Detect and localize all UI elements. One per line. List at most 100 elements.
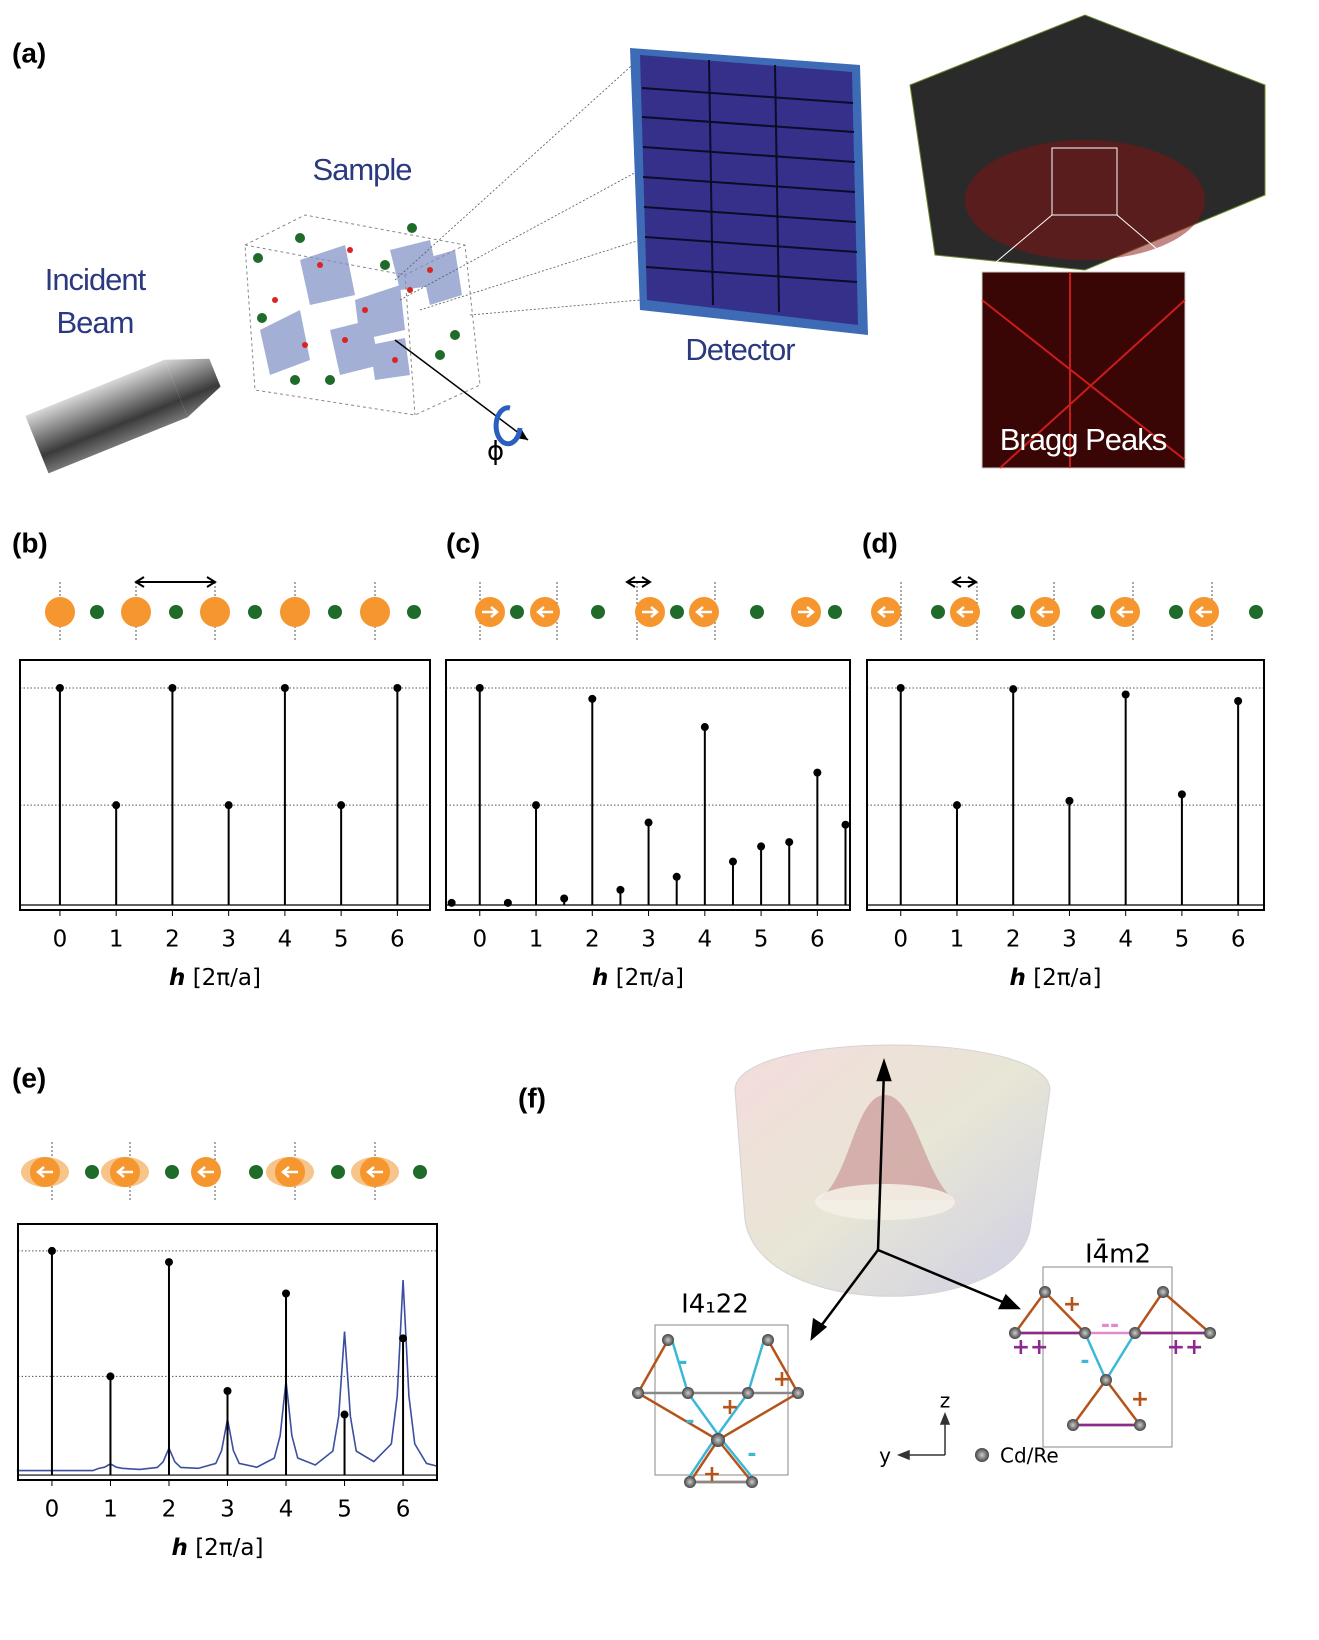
displacement	[695, 606, 712, 618]
atom	[328, 605, 342, 619]
atom	[200, 597, 230, 627]
displacement	[877, 606, 894, 618]
rotation-label: ϕ	[487, 437, 504, 467]
atom	[670, 605, 684, 619]
energy-surface	[734, 1044, 1051, 1297]
stem-marker	[1234, 697, 1243, 706]
stem-marker	[785, 838, 794, 847]
stem-marker	[340, 1410, 349, 1419]
stem-marker	[447, 898, 456, 907]
stem-marker	[757, 842, 766, 851]
atom	[750, 605, 764, 619]
sign-label: +	[1131, 1387, 1149, 1412]
x-tick-label: 5	[334, 927, 349, 953]
x-tick-label: 1	[103, 1497, 118, 1523]
x-tick-label: 2	[162, 1497, 177, 1523]
stem-marker	[560, 894, 569, 903]
atom	[407, 605, 421, 619]
stem-marker	[55, 683, 64, 692]
stem-marker	[164, 1258, 173, 1267]
x-tick-label: 3	[1062, 927, 1077, 953]
x-axis-label: h [2π/a]	[169, 965, 261, 991]
atom	[165, 1165, 179, 1179]
sample-label: Sample	[312, 152, 411, 187]
x-axis-label: h [2π/a]	[1010, 965, 1102, 991]
x-axis-unit: [2π/a]	[1033, 965, 1101, 991]
stem-marker	[700, 723, 709, 732]
stem-marker	[1009, 685, 1018, 694]
phase-label: I4̄m2	[1085, 1238, 1151, 1270]
stem-marker	[503, 898, 512, 907]
displacement	[1036, 606, 1053, 618]
x-tick-label: 0	[45, 1497, 60, 1523]
stem-marker	[224, 801, 233, 810]
spacing-arrow	[625, 576, 652, 588]
atom	[1011, 605, 1025, 619]
x-axis-symbol: h	[1010, 965, 1026, 991]
fit-curve	[16, 1279, 438, 1472]
stem-marker	[616, 885, 625, 894]
cell-box	[1042, 1266, 1173, 1448]
x-tick-label: 4	[278, 927, 293, 953]
sign-label: --	[1101, 1313, 1119, 1338]
sign-label: -	[685, 1409, 694, 1434]
x-tick-label: 0	[472, 927, 487, 953]
x-axis-label: h [2π/a]	[172, 1535, 264, 1561]
panel-label: (f)	[518, 1082, 546, 1113]
x-axis-label: h [2π/a]	[592, 965, 684, 991]
stem-marker	[223, 1387, 232, 1396]
atom	[413, 1165, 427, 1179]
phase-label: I4₁22	[681, 1290, 749, 1320]
atom	[510, 605, 524, 619]
x-tick-label: 2	[585, 927, 600, 953]
x-tick-label: 2	[1006, 927, 1021, 953]
detector-label: Detector	[685, 332, 795, 367]
x-tick-label: 6	[1231, 927, 1246, 953]
stem-marker	[728, 857, 737, 866]
sign-label: +	[721, 1395, 739, 1420]
stem-marker	[1177, 790, 1186, 799]
displacement	[642, 606, 659, 618]
atom	[169, 605, 183, 619]
x-tick-label: 3	[641, 927, 656, 953]
sign-label: +	[1063, 1292, 1081, 1317]
sign-label: -	[747, 1442, 756, 1467]
stem-marker	[672, 872, 681, 881]
x-tick-label: 4	[698, 927, 713, 953]
scatter-rays	[394, 57, 641, 316]
stem-marker	[841, 820, 850, 829]
displacement	[956, 606, 973, 618]
panel-label: (c)	[446, 527, 480, 558]
displacement	[366, 1166, 383, 1178]
atom	[1091, 605, 1105, 619]
stem-marker	[106, 1372, 115, 1381]
axis-label: z	[940, 1389, 951, 1413]
x-tick-label: 1	[109, 927, 124, 953]
x-tick-label: 4	[1118, 927, 1133, 953]
atom	[931, 605, 945, 619]
panel-label: (b)	[12, 527, 48, 558]
displacement	[197, 1166, 214, 1178]
legend-marker	[975, 1448, 989, 1462]
x-axis-unit: [2π/a]	[616, 965, 684, 991]
spacing-arrow	[951, 576, 978, 588]
displacement	[281, 1166, 298, 1178]
stem-marker	[399, 1334, 408, 1343]
stem-marker	[532, 801, 541, 810]
panel-label: (a)	[12, 37, 46, 68]
x-tick-label: 0	[893, 927, 908, 953]
atom	[90, 605, 104, 619]
stem-marker	[896, 683, 905, 692]
detector	[630, 48, 868, 335]
axis-label: y	[879, 1444, 891, 1468]
panel-label: (e)	[12, 1062, 46, 1093]
sign-label: +	[773, 1367, 791, 1392]
x-tick-label: 6	[396, 1497, 411, 1523]
x-axis-unit: [2π/a]	[195, 1535, 263, 1561]
rotation-axis	[394, 339, 529, 447]
atom	[280, 597, 310, 627]
x-tick-label: 5	[337, 1497, 352, 1523]
x-tick-label: 3	[220, 1497, 235, 1523]
